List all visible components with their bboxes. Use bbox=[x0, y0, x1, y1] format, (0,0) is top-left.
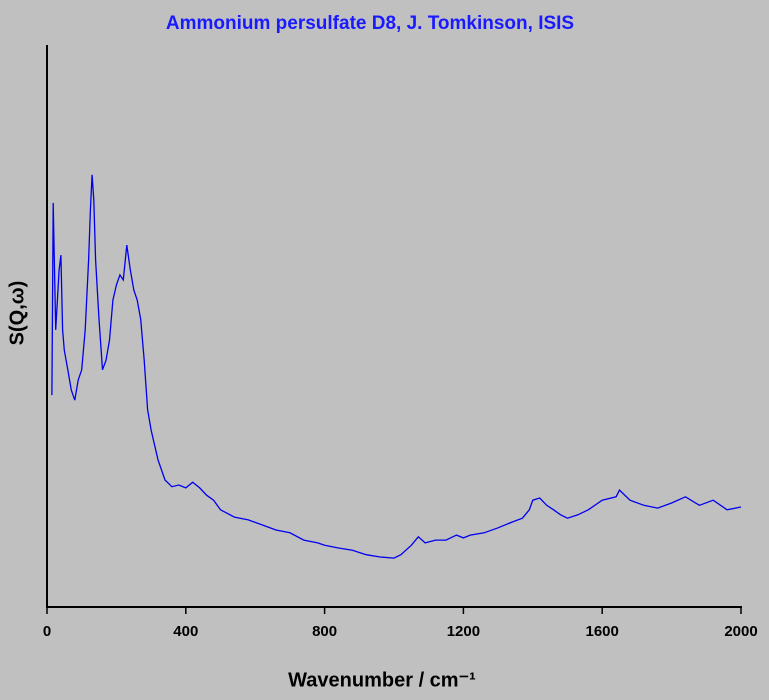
x-tick-label: 0 bbox=[43, 623, 51, 640]
x-tick-label: 2000 bbox=[724, 623, 757, 640]
x-tick-label: 800 bbox=[312, 623, 337, 640]
x-tick-label: 1600 bbox=[586, 623, 619, 640]
x-tick-label: 1200 bbox=[447, 623, 480, 640]
x-tick-label: 400 bbox=[173, 623, 198, 640]
data-line bbox=[51, 174, 742, 559]
x-axis-label: Wavenumber / cm⁻¹ bbox=[288, 669, 476, 691]
y-axis-label: S(Q,ω) bbox=[6, 281, 28, 346]
chart-title: Ammonium persulfate D8, J. Tomkinson, IS… bbox=[166, 13, 574, 34]
